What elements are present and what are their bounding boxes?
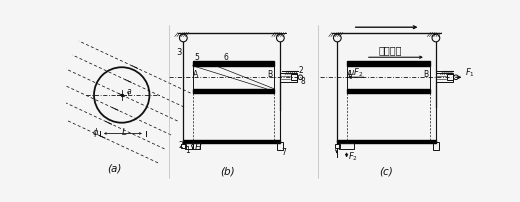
Bar (436, 73, 453, 82)
Text: A: A (193, 69, 199, 78)
Text: B: B (423, 69, 428, 78)
Text: $F_1$: $F_1$ (465, 67, 475, 79)
Bar (280, 73, 297, 82)
Text: $L$: $L$ (121, 126, 128, 137)
Text: $F_2$: $F_2$ (348, 150, 358, 163)
Polygon shape (347, 62, 430, 66)
Text: 7: 7 (281, 147, 286, 157)
Text: 2: 2 (179, 141, 184, 150)
Polygon shape (184, 140, 280, 143)
Text: A: A (347, 69, 353, 78)
Bar (277, 142, 283, 151)
Bar (291, 75, 297, 81)
Text: $\phi$: $\phi$ (93, 126, 100, 139)
Polygon shape (337, 140, 436, 143)
Text: 5: 5 (194, 53, 199, 61)
Text: $a$: $a$ (126, 87, 132, 96)
Text: B: B (267, 69, 272, 78)
Text: 2: 2 (299, 65, 304, 75)
Bar (181, 145, 186, 148)
Text: 跑偏方向: 跑偏方向 (379, 45, 402, 55)
Text: 3: 3 (176, 48, 182, 57)
Text: (c): (c) (379, 166, 393, 176)
Bar (185, 144, 200, 149)
Text: 6: 6 (224, 53, 228, 61)
Text: (b): (b) (220, 166, 236, 176)
Bar (339, 144, 354, 149)
Text: (a): (a) (107, 163, 121, 173)
Polygon shape (192, 62, 274, 66)
Bar (335, 145, 340, 148)
Polygon shape (347, 89, 430, 94)
Text: 1: 1 (185, 145, 190, 154)
Bar (447, 75, 453, 81)
Bar (433, 142, 439, 151)
Text: $\mu F_2$: $\mu F_2$ (348, 66, 363, 79)
Polygon shape (192, 89, 274, 94)
Text: $H$: $H$ (194, 140, 203, 151)
Text: 8: 8 (301, 77, 305, 86)
